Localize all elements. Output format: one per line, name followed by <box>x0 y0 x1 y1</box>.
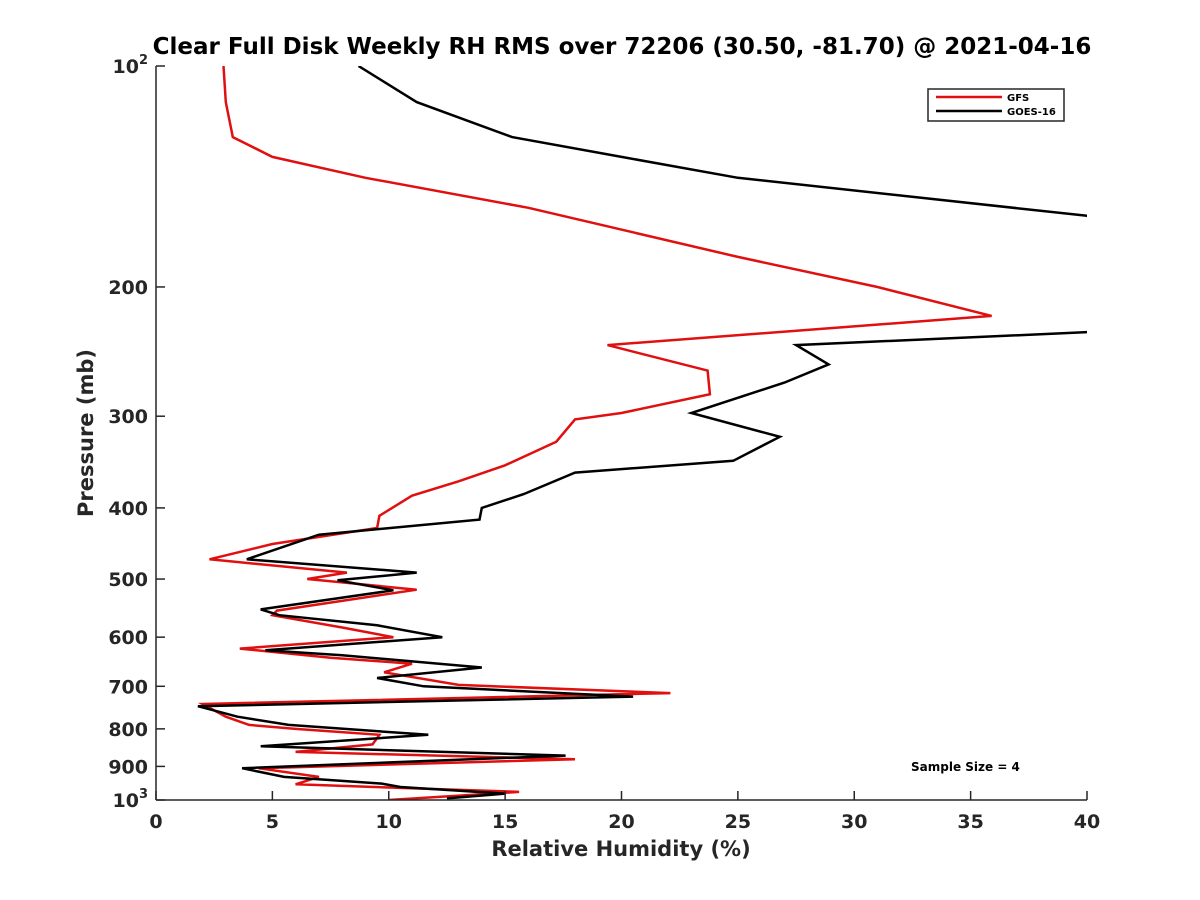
legend-label-goes-16: GOES-16 <box>1007 107 1056 118</box>
series-layer <box>197 66 1087 800</box>
y-axis-label: Pressure (mb) <box>74 349 98 517</box>
y-tick-label: 600 <box>108 627 148 649</box>
x-tick-label: 30 <box>841 811 867 833</box>
y-tick-label: 900 <box>108 756 148 778</box>
sample-size-annotation: Sample Size = 4 <box>911 760 1020 774</box>
ticks-layer: 0 5 10 15 20 25 30 35 40 102 200 300 400 500 600 700 800… <box>108 53 1100 833</box>
y-tick-label: 500 <box>108 569 148 591</box>
y-tick-label: 103 <box>113 787 149 812</box>
x-tick-label: 10 <box>376 811 402 833</box>
chart-title: Clear Full Disk Weekly RH RMS over 72206… <box>153 34 1092 60</box>
x-tick-label: 25 <box>725 811 751 833</box>
x-tick-label: 0 <box>149 811 162 833</box>
x-tick-label: 20 <box>608 811 634 833</box>
x-tick-label: 40 <box>1074 811 1100 833</box>
y-tick-label: 102 <box>113 53 149 78</box>
y-tick-label: 400 <box>108 498 148 520</box>
legend: GFS GOES-16 <box>927 88 1065 122</box>
series-line-goes-16 <box>197 66 1087 800</box>
y-tick-label: 200 <box>108 277 148 299</box>
x-tick-label: 35 <box>957 811 983 833</box>
x-tick-label: 5 <box>266 811 279 833</box>
y-tick-label: 700 <box>108 676 148 698</box>
legend-box <box>927 88 1065 122</box>
x-tick-label: 15 <box>492 811 518 833</box>
x-axis-label: Relative Humidity (%) <box>491 837 750 861</box>
y-tick-label: 300 <box>108 406 148 428</box>
y-tick-label: 800 <box>108 719 148 741</box>
legend-label-gfs: GFS <box>1007 93 1029 104</box>
